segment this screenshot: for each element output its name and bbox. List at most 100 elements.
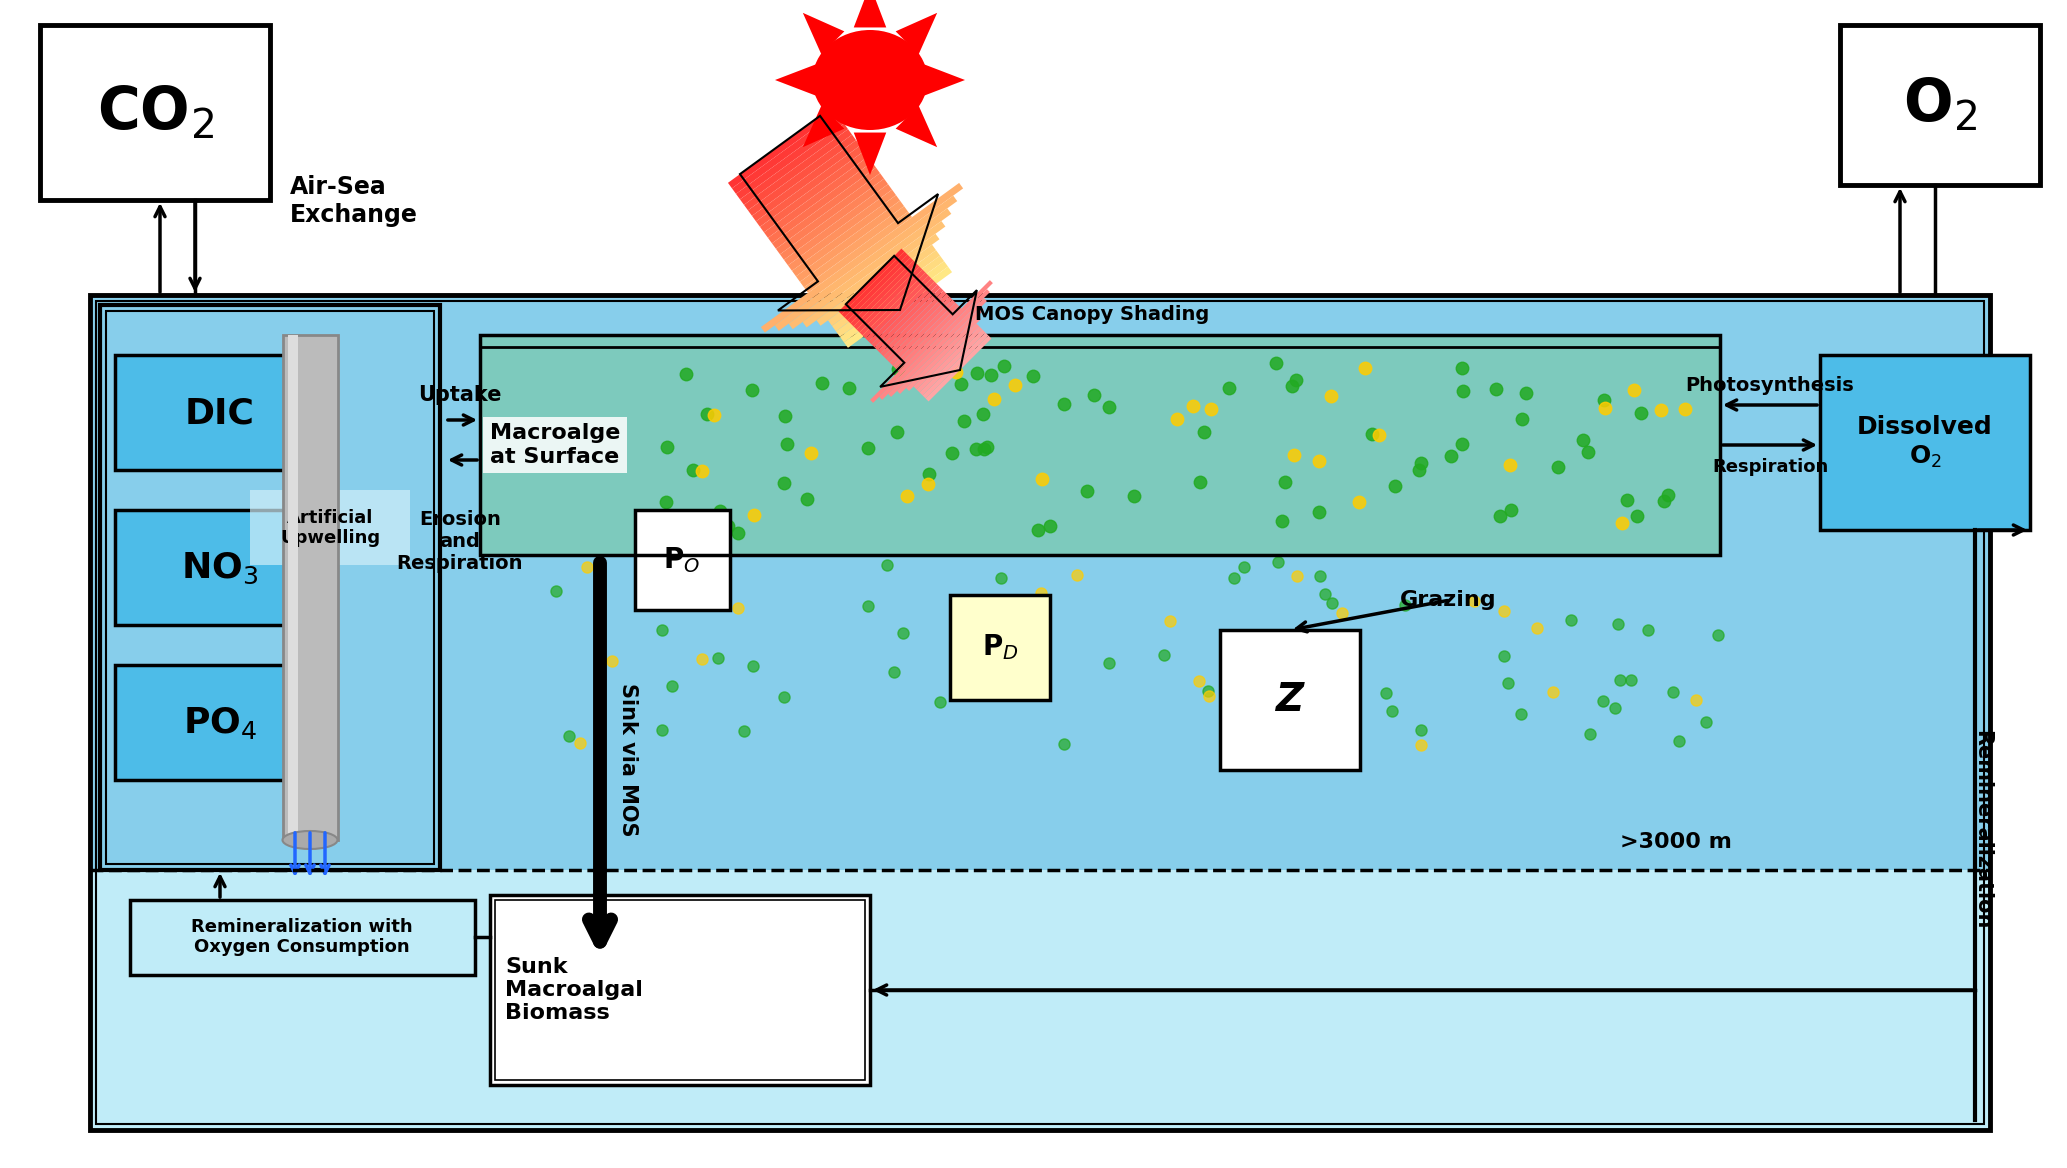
Polygon shape [878, 287, 943, 354]
Polygon shape [748, 134, 856, 216]
Polygon shape [744, 130, 852, 210]
Polygon shape [874, 285, 940, 350]
Text: MOS Canopy Shading: MOS Canopy Shading [976, 306, 1209, 325]
Text: >3000 m: >3000 m [1621, 832, 1732, 851]
Polygon shape [883, 293, 949, 360]
Text: P$_D$: P$_D$ [982, 632, 1019, 662]
Polygon shape [905, 317, 982, 391]
Polygon shape [831, 250, 940, 332]
Bar [1220, 630, 1360, 770]
Polygon shape [920, 329, 986, 396]
Polygon shape [914, 324, 980, 389]
Text: PO$_4$: PO$_4$ [182, 705, 256, 741]
Bar [91, 296, 1991, 870]
Text: Z: Z [1275, 681, 1304, 719]
Text: Air-Sea
Exchange: Air-Sea Exchange [289, 175, 418, 227]
Polygon shape [866, 276, 932, 341]
Text: Remineralization: Remineralization [1972, 730, 1993, 930]
Polygon shape [856, 266, 922, 333]
Bar [250, 491, 409, 565]
Ellipse shape [812, 30, 928, 130]
Text: NO$_3$: NO$_3$ [182, 550, 258, 585]
Text: O$_2$: O$_2$ [1904, 76, 1976, 134]
Polygon shape [783, 185, 893, 265]
Polygon shape [870, 280, 992, 403]
Polygon shape [839, 262, 949, 342]
Text: Sink via MOS: Sink via MOS [618, 683, 639, 836]
Text: Macroalge
at Surface: Macroalge at Surface [490, 424, 620, 466]
Bar [99, 305, 440, 870]
Ellipse shape [283, 830, 337, 849]
Polygon shape [872, 281, 938, 347]
Polygon shape [887, 297, 953, 362]
Bar [287, 335, 298, 840]
Bar [91, 296, 1991, 1129]
Polygon shape [740, 124, 847, 204]
Polygon shape [854, 264, 920, 329]
Text: Grazing: Grazing [1399, 590, 1497, 610]
Polygon shape [843, 266, 953, 348]
Polygon shape [868, 278, 934, 345]
Polygon shape [802, 13, 843, 55]
Polygon shape [802, 105, 843, 147]
Polygon shape [881, 291, 947, 356]
Polygon shape [732, 112, 839, 194]
Bar [494, 901, 864, 1080]
Bar [116, 510, 325, 625]
Bar [480, 335, 1720, 555]
Polygon shape [769, 162, 876, 243]
Polygon shape [926, 335, 992, 402]
Polygon shape [802, 221, 945, 327]
Polygon shape [790, 208, 951, 329]
Polygon shape [765, 157, 872, 238]
Polygon shape [889, 299, 955, 366]
Polygon shape [847, 258, 914, 324]
Bar [490, 895, 870, 1085]
Text: DIC: DIC [186, 396, 254, 430]
Polygon shape [829, 244, 936, 326]
Polygon shape [878, 290, 990, 399]
Polygon shape [816, 234, 940, 326]
Polygon shape [895, 13, 936, 55]
Polygon shape [916, 327, 982, 392]
Polygon shape [922, 64, 965, 96]
Polygon shape [835, 256, 945, 336]
Polygon shape [804, 211, 912, 293]
Polygon shape [792, 195, 899, 277]
Text: CO$_2$: CO$_2$ [97, 84, 213, 141]
Text: Sunk
Macroalgal
Biomass: Sunk Macroalgal Biomass [504, 957, 643, 1023]
Polygon shape [893, 303, 959, 368]
Polygon shape [922, 333, 988, 398]
Polygon shape [845, 255, 909, 320]
Polygon shape [779, 179, 889, 259]
Text: P$_O$: P$_O$ [664, 545, 701, 575]
Polygon shape [775, 173, 885, 255]
Polygon shape [862, 272, 928, 339]
Text: Artificial
Upwelling: Artificial Upwelling [279, 508, 380, 548]
Polygon shape [775, 195, 957, 331]
Bar [39, 25, 271, 200]
Polygon shape [854, 0, 887, 28]
Bar [105, 311, 434, 864]
Text: Photosynthesis: Photosynthesis [1685, 376, 1854, 395]
Bar [116, 665, 325, 780]
Bar [283, 335, 339, 840]
Polygon shape [889, 298, 986, 397]
Polygon shape [800, 206, 907, 287]
Bar [1840, 25, 2040, 185]
Polygon shape [752, 140, 860, 222]
Bar [91, 870, 1991, 1129]
Bar [635, 510, 730, 610]
Polygon shape [761, 151, 868, 232]
Bar [1821, 355, 2030, 530]
Polygon shape [860, 270, 926, 335]
Bar [480, 335, 1720, 555]
Polygon shape [775, 64, 816, 96]
Polygon shape [736, 118, 843, 200]
Polygon shape [761, 183, 963, 333]
Bar [95, 301, 1984, 1124]
Polygon shape [854, 132, 887, 175]
Bar [480, 335, 1720, 555]
Polygon shape [728, 107, 835, 188]
Bar [951, 595, 1050, 700]
